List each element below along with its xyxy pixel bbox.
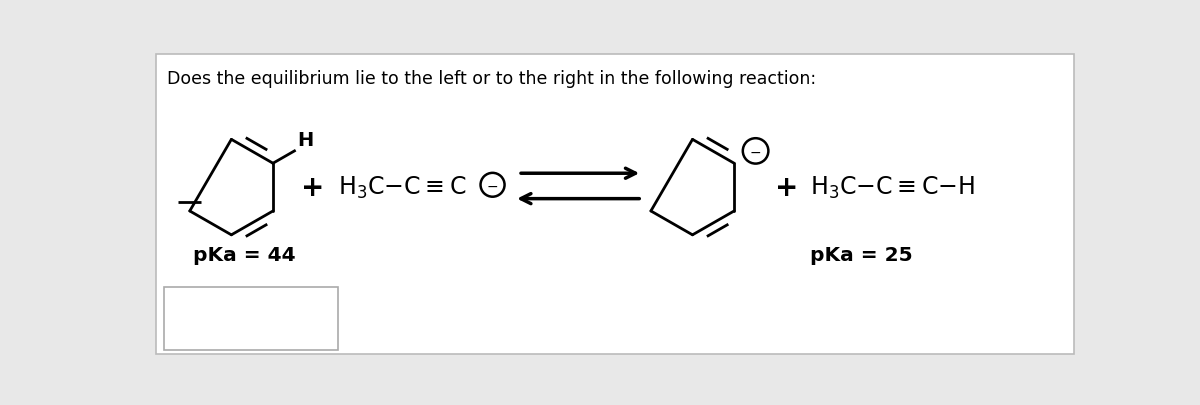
Text: +: + xyxy=(775,174,799,202)
Text: pKa = 44: pKa = 44 xyxy=(193,245,295,264)
Text: −: − xyxy=(750,145,762,159)
Text: $\mathsf{H_3C{-}C{\equiv}C{-}H}$: $\mathsf{H_3C{-}C{\equiv}C{-}H}$ xyxy=(810,175,976,201)
Text: pKa = 25: pKa = 25 xyxy=(810,245,913,264)
Text: +: + xyxy=(301,174,324,202)
Text: H: H xyxy=(298,131,314,150)
FancyBboxPatch shape xyxy=(156,55,1074,354)
Text: Does the equilibrium lie to the left or to the right in the following reaction:: Does the equilibrium lie to the left or … xyxy=(167,70,816,88)
Text: −: − xyxy=(487,179,498,193)
FancyBboxPatch shape xyxy=(164,288,338,350)
Text: $\mathsf{H_3C{-}C{\equiv}C}$: $\mathsf{H_3C{-}C{\equiv}C}$ xyxy=(337,175,466,201)
